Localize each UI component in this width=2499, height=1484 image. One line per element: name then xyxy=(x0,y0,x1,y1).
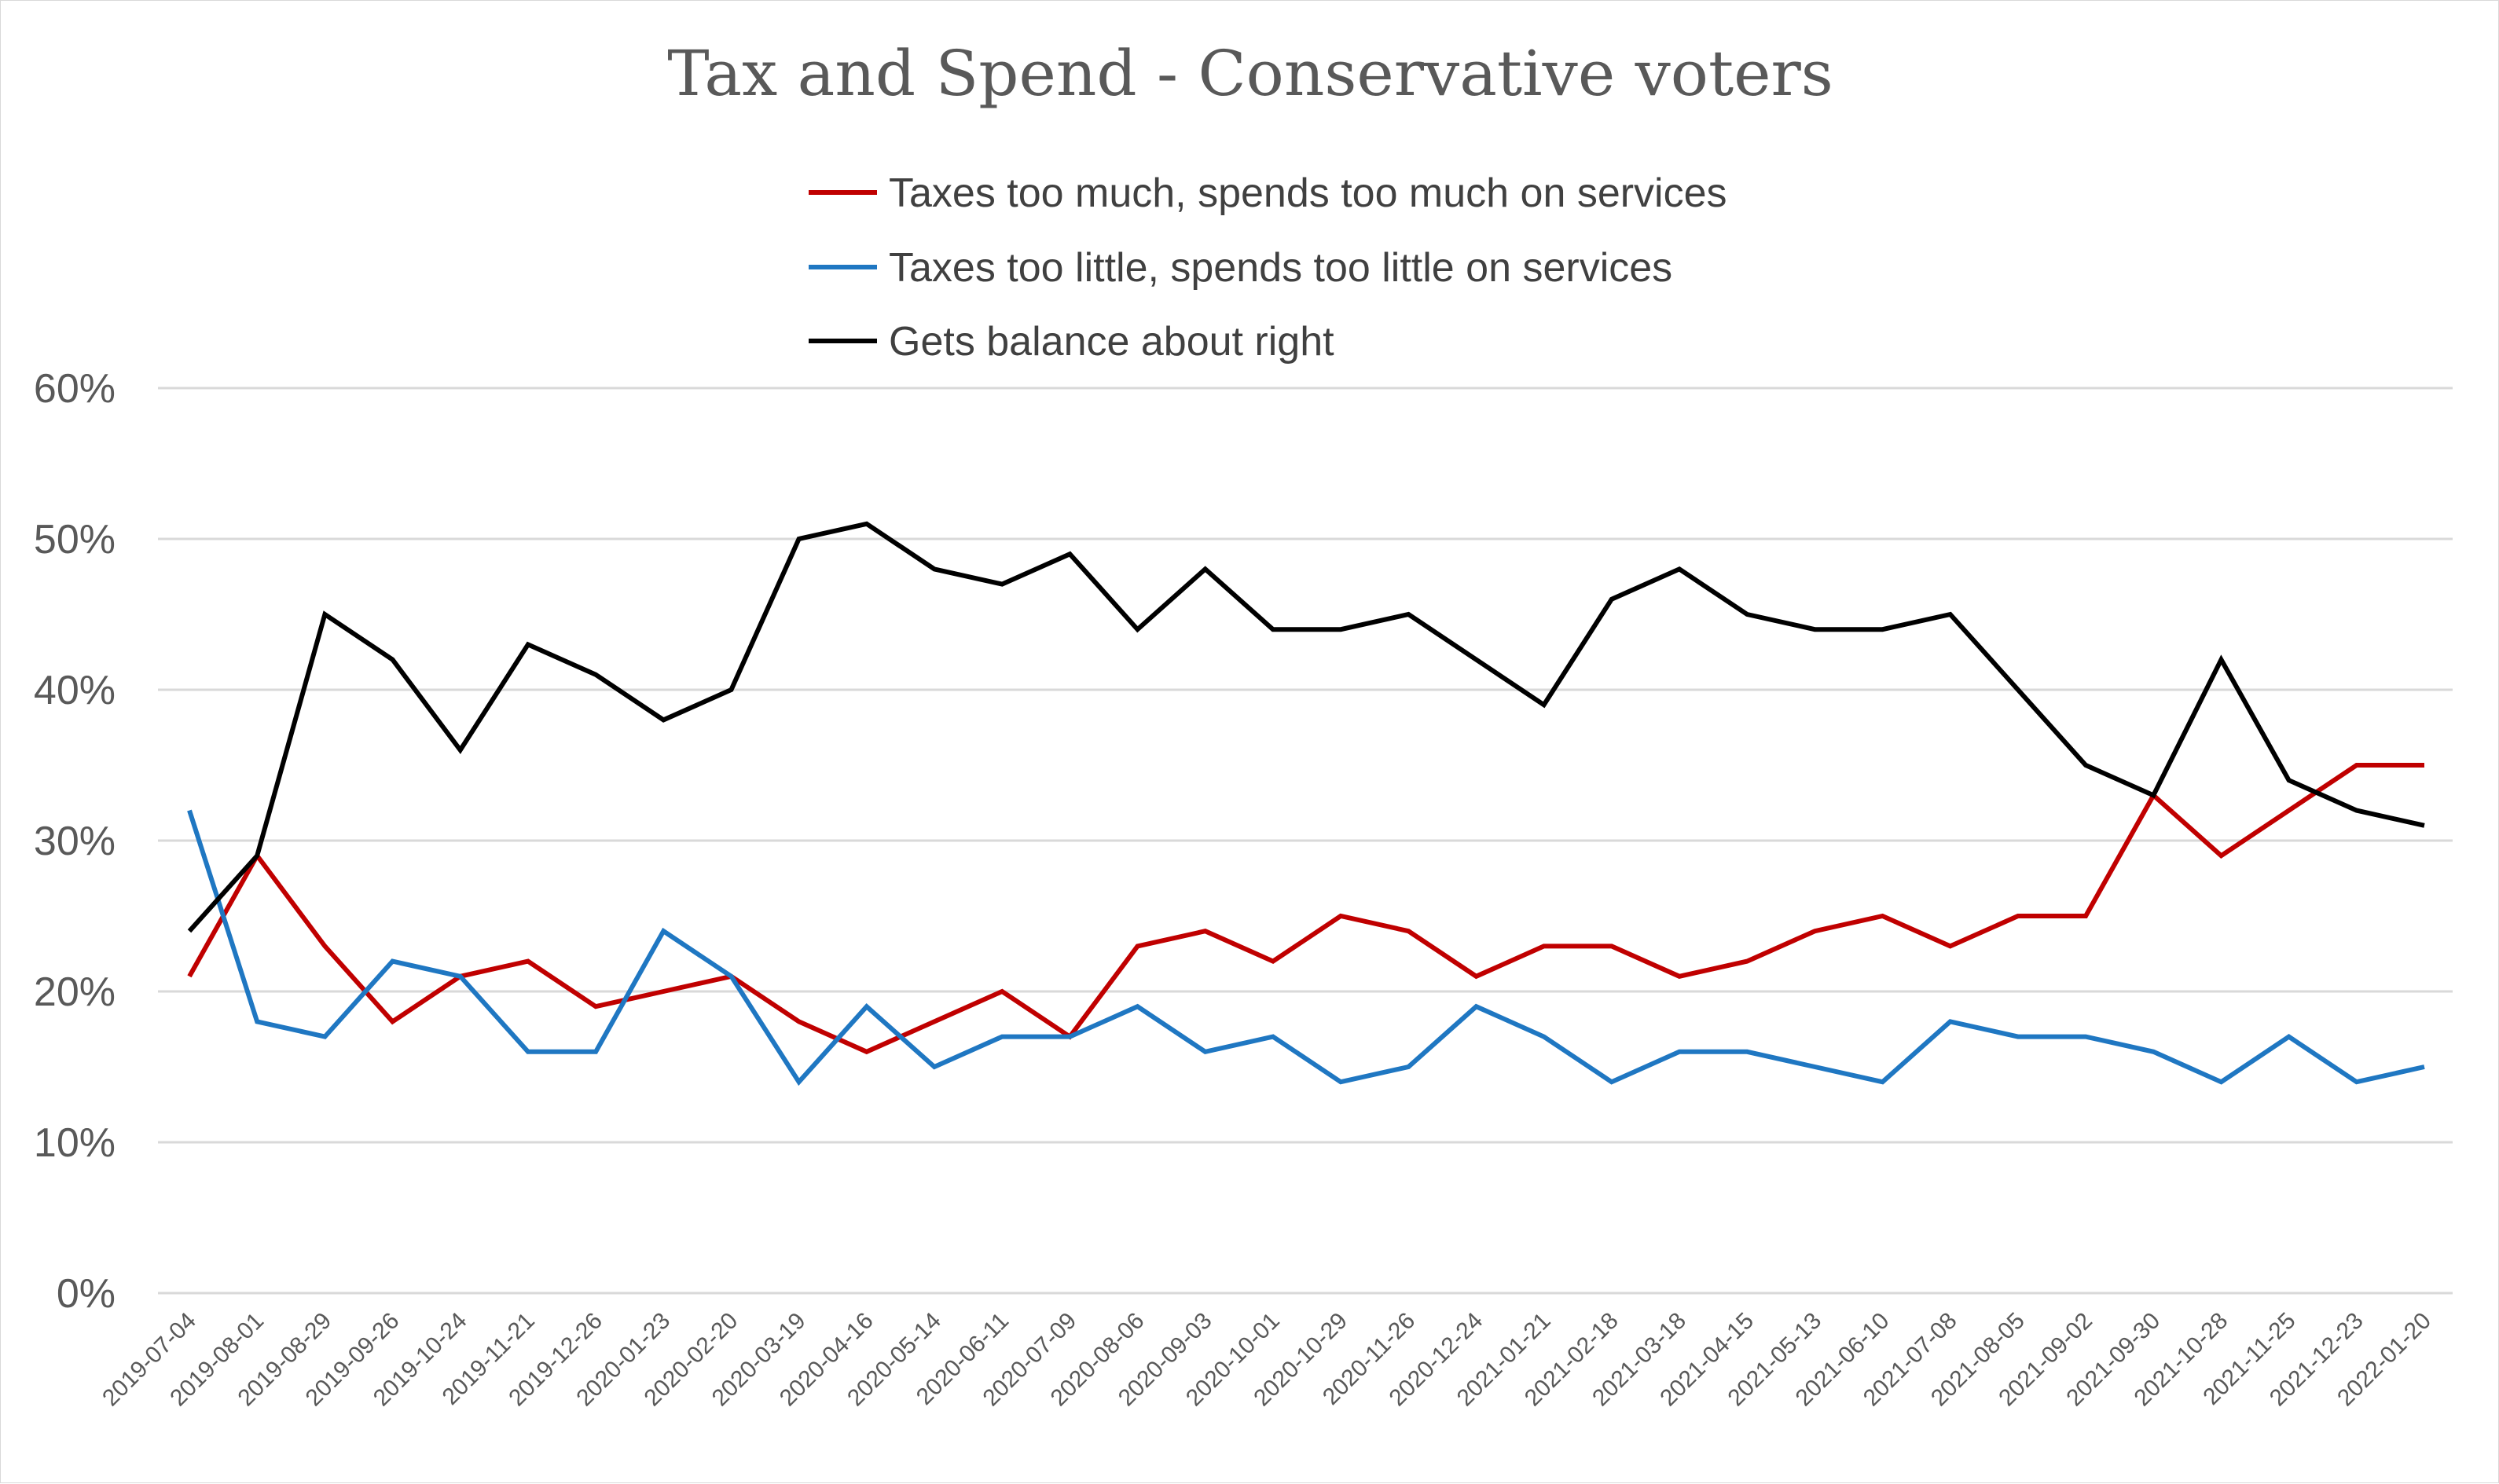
plot-lines xyxy=(187,521,2425,1086)
series-line-3 xyxy=(187,521,2425,933)
legend-label-3: Gets balance about right xyxy=(889,319,1334,365)
chart-title: Tax and Spend - Conservative voters xyxy=(667,37,1833,110)
y-tick-label: 0% xyxy=(57,1271,116,1317)
y-tick-label: 40% xyxy=(34,668,116,713)
y-tick-label: 20% xyxy=(34,969,116,1015)
legend: Taxes too much, spends too much on servi… xyxy=(809,170,1727,365)
series-line-2 xyxy=(187,809,2425,1086)
legend-label-2: Taxes too little, spends too little on s… xyxy=(889,245,1672,291)
legend-label-1: Taxes too much, spends too much on servi… xyxy=(889,170,1727,216)
y-tick-label: 50% xyxy=(34,517,116,562)
series-line-1 xyxy=(187,763,2424,1055)
y-axis: 0% 10% 20% 30% 40% 50% 60% xyxy=(34,366,116,1317)
y-tick-label: 60% xyxy=(34,366,116,412)
y-tick-label: 30% xyxy=(34,819,116,864)
gridlines xyxy=(158,387,2453,1295)
y-tick-label: 10% xyxy=(34,1120,116,1166)
x-axis: 2019-07-042019-08-012019-08-292019-09-26… xyxy=(97,1308,2436,1412)
